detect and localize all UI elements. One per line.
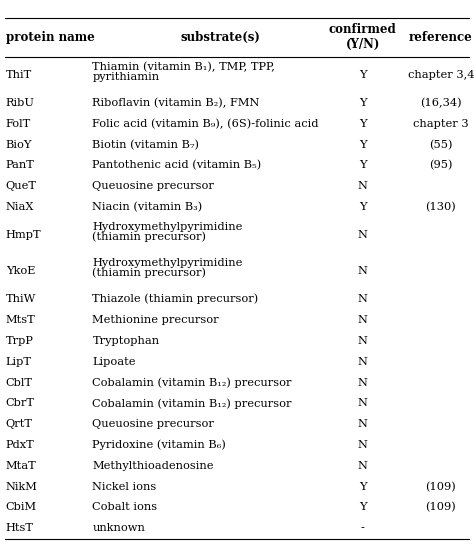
Text: CblT: CblT <box>6 378 33 387</box>
Text: (thiamin precursor): (thiamin precursor) <box>92 267 207 278</box>
Text: N: N <box>358 378 367 387</box>
Text: Y: Y <box>359 161 366 170</box>
Text: Y: Y <box>359 98 366 108</box>
Text: Y: Y <box>359 140 366 150</box>
Text: BioY: BioY <box>6 140 32 150</box>
Text: N: N <box>358 440 367 450</box>
Text: N: N <box>358 315 367 325</box>
Text: Cobalamin (vitamin B₁₂) precursor: Cobalamin (vitamin B₁₂) precursor <box>92 377 292 388</box>
Text: MtaT: MtaT <box>6 461 36 471</box>
Text: -: - <box>361 523 365 533</box>
Text: N: N <box>358 181 367 191</box>
Text: Hydroxymethylpyrimidine: Hydroxymethylpyrimidine <box>92 222 243 232</box>
Text: confirmed
(Y/N): confirmed (Y/N) <box>329 23 396 52</box>
Text: HmpT: HmpT <box>6 230 41 241</box>
Text: Y: Y <box>359 482 366 492</box>
Text: NikM: NikM <box>6 482 37 492</box>
Text: chapter 3,4: chapter 3,4 <box>408 70 474 80</box>
Text: (109): (109) <box>426 503 456 512</box>
Text: Y: Y <box>359 503 366 512</box>
Text: Biotin (vitamin B₇): Biotin (vitamin B₇) <box>92 140 200 150</box>
Text: (55): (55) <box>429 140 453 150</box>
Text: unknown: unknown <box>92 523 146 533</box>
Text: Lipoate: Lipoate <box>92 357 136 367</box>
Text: Queuosine precursor: Queuosine precursor <box>92 419 214 429</box>
Text: (109): (109) <box>426 482 456 492</box>
Text: Y: Y <box>359 119 366 129</box>
Text: pyrithiamin: pyrithiamin <box>92 72 160 82</box>
Text: N: N <box>358 419 367 429</box>
Text: (95): (95) <box>429 161 453 170</box>
Text: PanT: PanT <box>6 161 35 170</box>
Text: Y: Y <box>359 70 366 80</box>
Text: (thiamin precursor): (thiamin precursor) <box>92 232 207 242</box>
Text: Tryptophan: Tryptophan <box>92 336 160 346</box>
Text: MtsT: MtsT <box>6 315 36 325</box>
Text: YkoE: YkoE <box>6 266 35 276</box>
Text: PdxT: PdxT <box>6 440 35 450</box>
Text: Pyridoxine (vitamin B₆): Pyridoxine (vitamin B₆) <box>92 439 226 450</box>
Text: Hydroxymethylpyrimidine: Hydroxymethylpyrimidine <box>92 258 243 268</box>
Text: Riboflavin (vitamin B₂), FMN: Riboflavin (vitamin B₂), FMN <box>92 98 260 108</box>
Text: NiaX: NiaX <box>6 202 34 212</box>
Text: CbrT: CbrT <box>6 398 35 408</box>
Text: N: N <box>358 357 367 367</box>
Text: Thiazole (thiamin precursor): Thiazole (thiamin precursor) <box>92 294 259 305</box>
Text: CbiM: CbiM <box>6 503 37 512</box>
Text: N: N <box>358 398 367 408</box>
Text: Nickel ions: Nickel ions <box>92 482 157 492</box>
Text: ThiW: ThiW <box>6 294 36 304</box>
Text: Pantothenic acid (vitamin B₅): Pantothenic acid (vitamin B₅) <box>92 161 262 170</box>
Text: Queuosine precursor: Queuosine precursor <box>92 181 214 191</box>
Text: protein name: protein name <box>6 31 94 44</box>
Text: Y: Y <box>359 202 366 212</box>
Text: N: N <box>358 230 367 241</box>
Text: QrtT: QrtT <box>6 419 33 429</box>
Text: RibU: RibU <box>6 98 35 108</box>
Text: Methylthioadenosine: Methylthioadenosine <box>92 461 214 471</box>
Text: LipT: LipT <box>6 357 32 367</box>
Text: chapter 3: chapter 3 <box>413 119 469 129</box>
Text: N: N <box>358 266 367 276</box>
Text: HtsT: HtsT <box>6 523 34 533</box>
Text: N: N <box>358 294 367 304</box>
Text: QueT: QueT <box>6 181 36 191</box>
Text: FolT: FolT <box>6 119 31 129</box>
Text: Cobalt ions: Cobalt ions <box>92 503 157 512</box>
Text: reference: reference <box>409 31 473 44</box>
Text: Thiamin (vitamin B₁), TMP, TPP,: Thiamin (vitamin B₁), TMP, TPP, <box>92 61 275 72</box>
Text: TrpP: TrpP <box>6 336 34 346</box>
Text: Methionine precursor: Methionine precursor <box>92 315 219 325</box>
Text: Niacin (vitamin B₃): Niacin (vitamin B₃) <box>92 202 203 212</box>
Text: ThiT: ThiT <box>6 70 32 80</box>
Text: (130): (130) <box>426 202 456 212</box>
Text: Folic acid (vitamin B₉), (6S)-folinic acid: Folic acid (vitamin B₉), (6S)-folinic ac… <box>92 119 319 129</box>
Text: N: N <box>358 336 367 346</box>
Text: Cobalamin (vitamin B₁₂) precursor: Cobalamin (vitamin B₁₂) precursor <box>92 398 292 409</box>
Text: substrate(s): substrate(s) <box>181 31 260 44</box>
Text: (16,34): (16,34) <box>420 98 462 108</box>
Text: N: N <box>358 461 367 471</box>
